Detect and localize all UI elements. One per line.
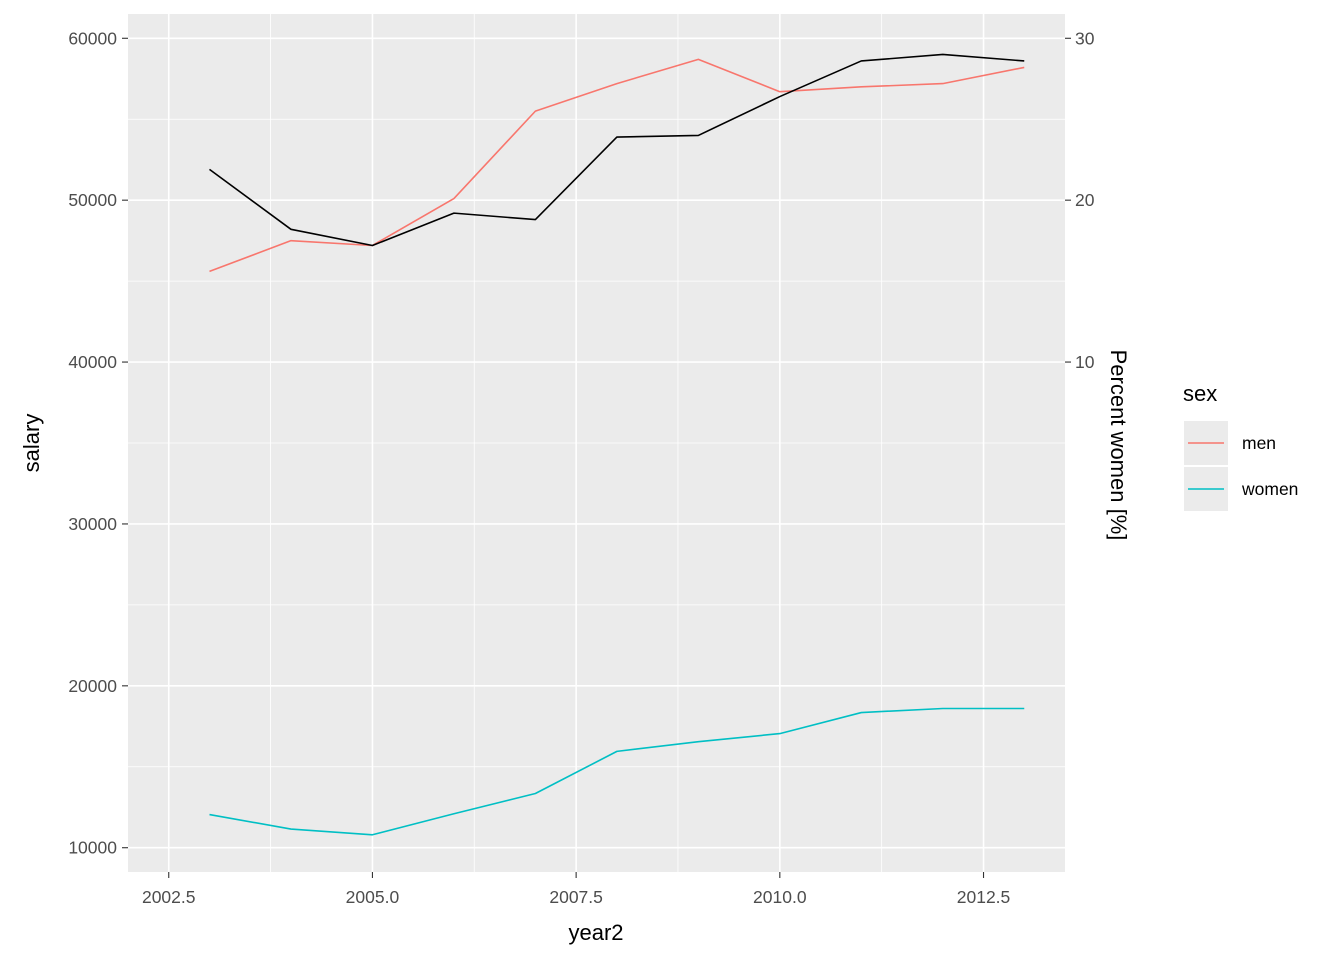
x-tick-label: 2007.5 [549,887,603,907]
legend-title: sex [1183,381,1217,406]
series-line-3 [209,53,1025,247]
minor-gridlines [128,14,1065,872]
series-line-women [209,707,1025,836]
major-gridlines [128,14,1065,872]
y2-tick-label: 30 [1075,28,1095,48]
series-lines [209,53,1025,836]
legend-label-men: men [1242,433,1276,453]
y-axis-title: salary [19,414,44,473]
legend-items: men women [1184,421,1298,511]
legend: sex men women [1183,381,1298,511]
y-tick-label: 60000 [68,28,117,48]
x-tick-label: 2005.0 [346,887,400,907]
y2-tick-label: 20 [1075,190,1095,210]
x-axis-title: year2 [568,920,623,945]
legend-label-women: women [1241,479,1298,499]
y-tick-label: 30000 [68,514,117,534]
y-axis-right: 10 20 30 [1065,28,1095,372]
x-tick-label: 2002.5 [142,887,196,907]
y-tick-label: 50000 [68,190,117,210]
x-tick-label: 2010.0 [753,887,807,907]
y-axis-left: 10000 20000 30000 40000 50000 60000 [68,28,128,858]
y-tick-label: 20000 [68,676,117,696]
y-tick-label: 10000 [68,838,117,858]
series-line-men [209,58,1025,273]
x-tick-label: 2012.5 [957,887,1011,907]
y2-tick-label: 10 [1075,352,1095,372]
y2-axis-title: Percent women [%] [1106,350,1131,541]
x-axis: 2002.5 2005.0 2007.5 2010.0 2012.5 [142,872,1010,907]
y-tick-label: 40000 [68,352,117,372]
